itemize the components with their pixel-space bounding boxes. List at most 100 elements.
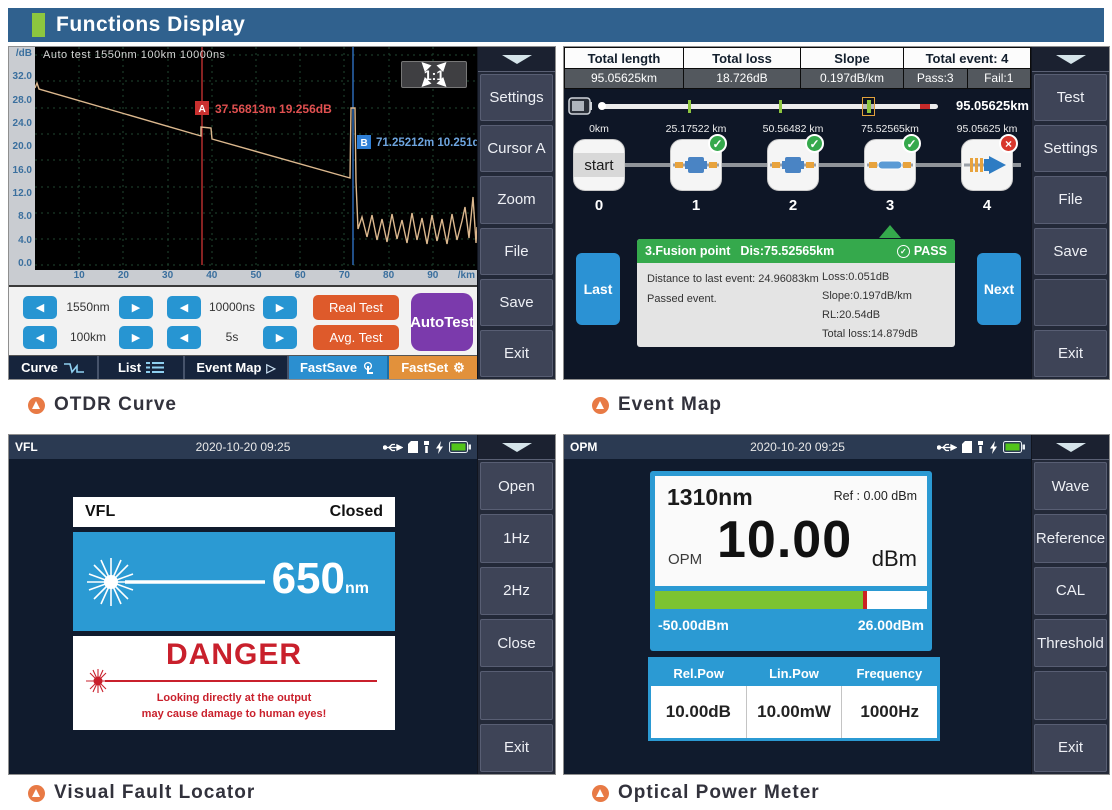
threshold-button[interactable]: Threshold (1034, 618, 1107, 668)
x-tick: 50 (250, 270, 262, 281)
open-button[interactable]: Open (480, 462, 553, 511)
wavelength-next-button[interactable]: ▶ (119, 296, 153, 319)
settings-button[interactable]: Settings (1034, 125, 1107, 173)
danger-line-2: may cause damage to human eyes! (141, 708, 327, 720)
list-icon (146, 362, 165, 373)
otdr-status-text: Auto test 1550nm 100km 10000ns (43, 49, 226, 61)
laser-beam-icon (87, 557, 265, 606)
tab-list[interactable]: List (99, 356, 185, 379)
fusion-splice-icon (867, 160, 913, 170)
tab-fast-save[interactable]: FastSave (289, 356, 389, 379)
vfl-state-bar: VFL Closed (73, 497, 395, 527)
time-next-button[interactable]: ▶ (263, 326, 297, 349)
1hz-button[interactable]: 1Hz (480, 514, 553, 563)
connector-icon (770, 157, 816, 173)
otdr-y-axis: /dB 32.0 28.0 24.0 20.0 16.0 12.0 8.0 4.… (9, 47, 35, 270)
flashlight-icon (978, 441, 983, 453)
tab-list-label: List (117, 360, 142, 375)
cal-button[interactable]: CAL (1034, 566, 1107, 615)
settings-button[interactable]: Settings (480, 74, 553, 122)
sidebar-collapse[interactable] (478, 435, 555, 460)
usb-icon (937, 443, 957, 451)
gear-icon: ⚙ (453, 359, 465, 375)
slope-value: 0.197dB/km (801, 69, 904, 89)
zoom-button[interactable]: Zoom (480, 176, 553, 224)
x-tick: 80 (383, 270, 395, 281)
otdr-bottom-tabs: Curve List Event Map ▷ FastSave (9, 355, 477, 379)
left-arrow-icon: ◀ (35, 302, 45, 314)
danger-warning-box: DANGER Looking directly at the output ma… (73, 636, 395, 730)
save-button[interactable]: Save (1034, 227, 1107, 275)
event-node-4[interactable]: × (961, 134, 1018, 191)
close-button[interactable]: Close (480, 618, 553, 668)
track-cursor[interactable] (862, 97, 875, 116)
event-node-2[interactable]: ✓ (767, 134, 824, 191)
col-slope: Slope (801, 47, 904, 69)
opm-wavelength: 1310nm (667, 484, 753, 510)
exit-button[interactable]: Exit (1034, 723, 1107, 772)
reference-button[interactable]: Reference (1034, 514, 1107, 563)
bullet-triangle-icon (28, 396, 45, 414)
next-event-button[interactable]: Next (977, 253, 1021, 325)
opm-measure-table: Rel.Pow Lin.Pow Frequency 10.00dB 10.00m… (648, 657, 940, 741)
range-prev-button[interactable]: ◀ (23, 326, 57, 349)
danger-line-1: Looking directly at the output (156, 692, 312, 704)
file-button[interactable]: File (480, 227, 553, 275)
exit-button[interactable]: Exit (480, 329, 553, 378)
track-start-dot (598, 102, 606, 110)
save-button[interactable]: Save (480, 278, 553, 326)
otdr-caption-text: OTDR Curve (54, 394, 177, 415)
total-length-value: 95.05625km (564, 69, 684, 89)
tab-curve[interactable]: Curve (9, 356, 99, 379)
bullet-triangle-icon (28, 784, 45, 802)
sidebar-collapse[interactable] (1032, 47, 1109, 72)
wave-button[interactable]: Wave (1034, 462, 1107, 511)
event-node-3[interactable]: ✓ (864, 134, 921, 191)
exit-button[interactable]: Exit (1034, 329, 1107, 378)
real-test-button[interactable]: Real Test (313, 295, 399, 320)
vfl-screen: VFL 2020-10-20 09:25 VFL Closed (8, 434, 556, 775)
pulse-next-button[interactable]: ▶ (263, 296, 297, 319)
cursor-a-readout: 37.56813m 19.256dB (215, 102, 332, 116)
sidebar-collapse[interactable] (478, 47, 555, 72)
tab-fast-set-label: FastSet (401, 360, 449, 375)
datetime: 2020-10-20 09:25 (195, 440, 291, 454)
chevron-down-icon (1055, 54, 1086, 64)
event-map-icon: ▷ (266, 360, 276, 375)
sidebar-collapse[interactable] (1032, 435, 1109, 460)
avg-test-button[interactable]: Avg. Test (313, 325, 399, 350)
exit-button[interactable]: Exit (480, 723, 553, 772)
lin-pow-value: 10.00mW (747, 686, 843, 738)
cursor-b-marker: B (361, 138, 368, 149)
danger-title: DANGER (165, 638, 302, 671)
pass-fail-values: Pass:3 Fail:1 (904, 69, 1031, 89)
event-rl: RL:20.54dB (822, 309, 881, 321)
otdr-trace-plot[interactable]: A 37.56813m 19.256dB B 71.25212m 10.251d… (35, 47, 477, 270)
test-button[interactable]: Test (1034, 74, 1107, 122)
range-next-button[interactable]: ▶ (119, 326, 153, 349)
y-tick: 28.0 (12, 94, 32, 106)
level-marker (863, 591, 867, 609)
x-tick: 20 (117, 270, 129, 281)
pulse-prev-button[interactable]: ◀ (167, 296, 201, 319)
link-length-label: 95.05625km (955, 98, 1029, 113)
start-label: start (574, 153, 624, 177)
tab-event-map[interactable]: Event Map ▷ (185, 356, 289, 379)
time-prev-button[interactable]: ◀ (167, 326, 201, 349)
event-tick (779, 100, 782, 113)
wavelength-prev-button[interactable]: ◀ (23, 296, 57, 319)
event-node-start[interactable]: start (573, 139, 625, 191)
curve-icon (63, 363, 84, 374)
auto-test-button[interactable]: AutoTest (410, 293, 474, 351)
reference-value: Ref : 0.00 dBm (833, 489, 917, 503)
chevron-down-icon (501, 442, 532, 452)
file-button[interactable]: File (1034, 176, 1107, 224)
cursor-a-button[interactable]: Cursor A (480, 125, 553, 173)
2hz-button[interactable]: 2Hz (480, 566, 553, 615)
fiber-link-bar[interactable]: 95.05625km (564, 95, 1031, 119)
last-event-button[interactable]: Last (576, 253, 620, 325)
event-node-1[interactable]: ✓ (670, 134, 727, 191)
zoom-ratio-button[interactable]: 1:1 (401, 61, 467, 88)
tab-fast-set[interactable]: FastSet ⚙ (389, 356, 477, 379)
